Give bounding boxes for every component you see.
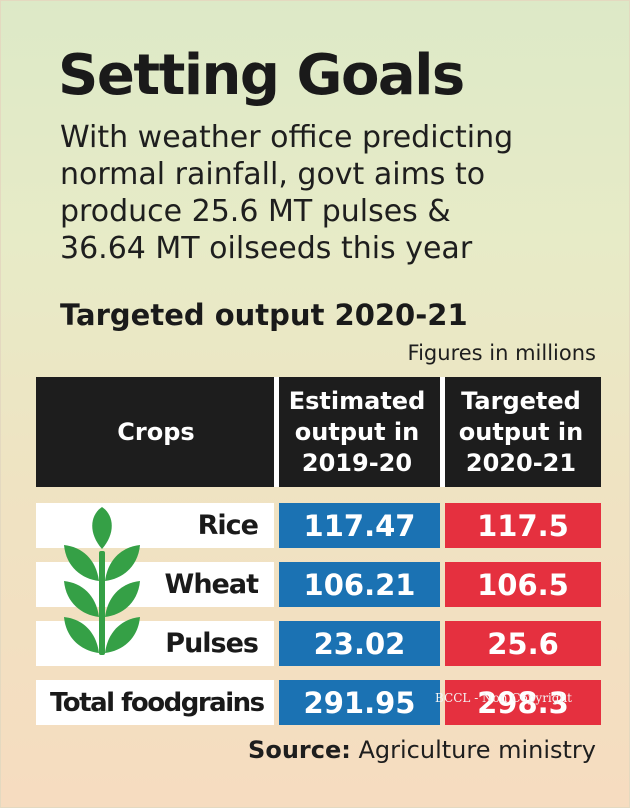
table-row: Rice 117.47 117.5 — [36, 503, 601, 548]
estimated-value: 23.02 — [279, 621, 440, 666]
crop-name: Total foodgrains — [36, 680, 274, 725]
header-crops: Crops — [117, 417, 195, 446]
targeted-value: 25.6 — [445, 621, 601, 666]
header-divider — [274, 377, 279, 487]
source-label: Source: — [248, 736, 351, 764]
subtitle-line: 36.64 MT oilseeds this year — [60, 231, 473, 266]
crop-name: Rice — [36, 503, 274, 548]
table-header: Crops Estimated output in 2019-20 Target… — [36, 377, 601, 487]
wheat-plant-icon — [64, 507, 140, 655]
table-row-total: Total foodgrains 291.95 298.3 — [36, 680, 601, 725]
unit-note: Figures in millions — [407, 341, 596, 365]
table-row: Wheat 106.21 106.5 — [36, 562, 601, 607]
section-title: Targeted output 2020-21 — [60, 298, 468, 332]
header-estimated-line: 2019-20 — [301, 448, 413, 477]
estimated-value: 291.95 — [279, 680, 440, 725]
subtitle-line: With weather office predicting — [60, 120, 514, 155]
header-estimated-line: output in — [294, 417, 420, 446]
targeted-value: 117.5 — [445, 503, 601, 548]
targeted-value: 298.3 — [445, 680, 601, 725]
header-estimated-line: Estimated — [288, 386, 426, 415]
subtitle: With weather office predicting normal ra… — [60, 119, 620, 267]
source-line: Source: Agriculture ministry — [248, 736, 596, 764]
header-divider — [440, 377, 445, 487]
header-targeted-line: 2020-21 — [465, 448, 577, 477]
header-targeted-line: Targeted — [461, 386, 581, 415]
header-estimated: Estimated output in 2019-20 — [278, 377, 436, 487]
page-title: Setting Goals — [58, 43, 465, 108]
header-targeted: Targeted output in 2020-21 — [446, 377, 596, 487]
source-text: Agriculture ministry — [350, 736, 596, 764]
watermark: BCCL - Non Copyright — [435, 691, 572, 705]
estimated-value: 106.21 — [279, 562, 440, 607]
subtitle-line: normal rainfall, govt aims to — [60, 157, 486, 192]
targeted-value: 106.5 — [445, 562, 601, 607]
subtitle-line: produce 25.6 MT pulses & — [60, 194, 451, 229]
header-targeted-line: output in — [458, 417, 584, 446]
estimated-value: 117.47 — [279, 503, 440, 548]
